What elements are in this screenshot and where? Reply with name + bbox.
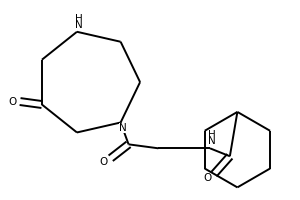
Text: N: N <box>208 136 216 146</box>
Text: O: O <box>8 97 16 107</box>
Text: O: O <box>203 173 211 183</box>
Text: N: N <box>75 20 83 30</box>
Text: H: H <box>75 14 83 24</box>
Text: O: O <box>100 157 108 167</box>
Text: N: N <box>119 123 127 133</box>
Text: H: H <box>208 130 216 140</box>
